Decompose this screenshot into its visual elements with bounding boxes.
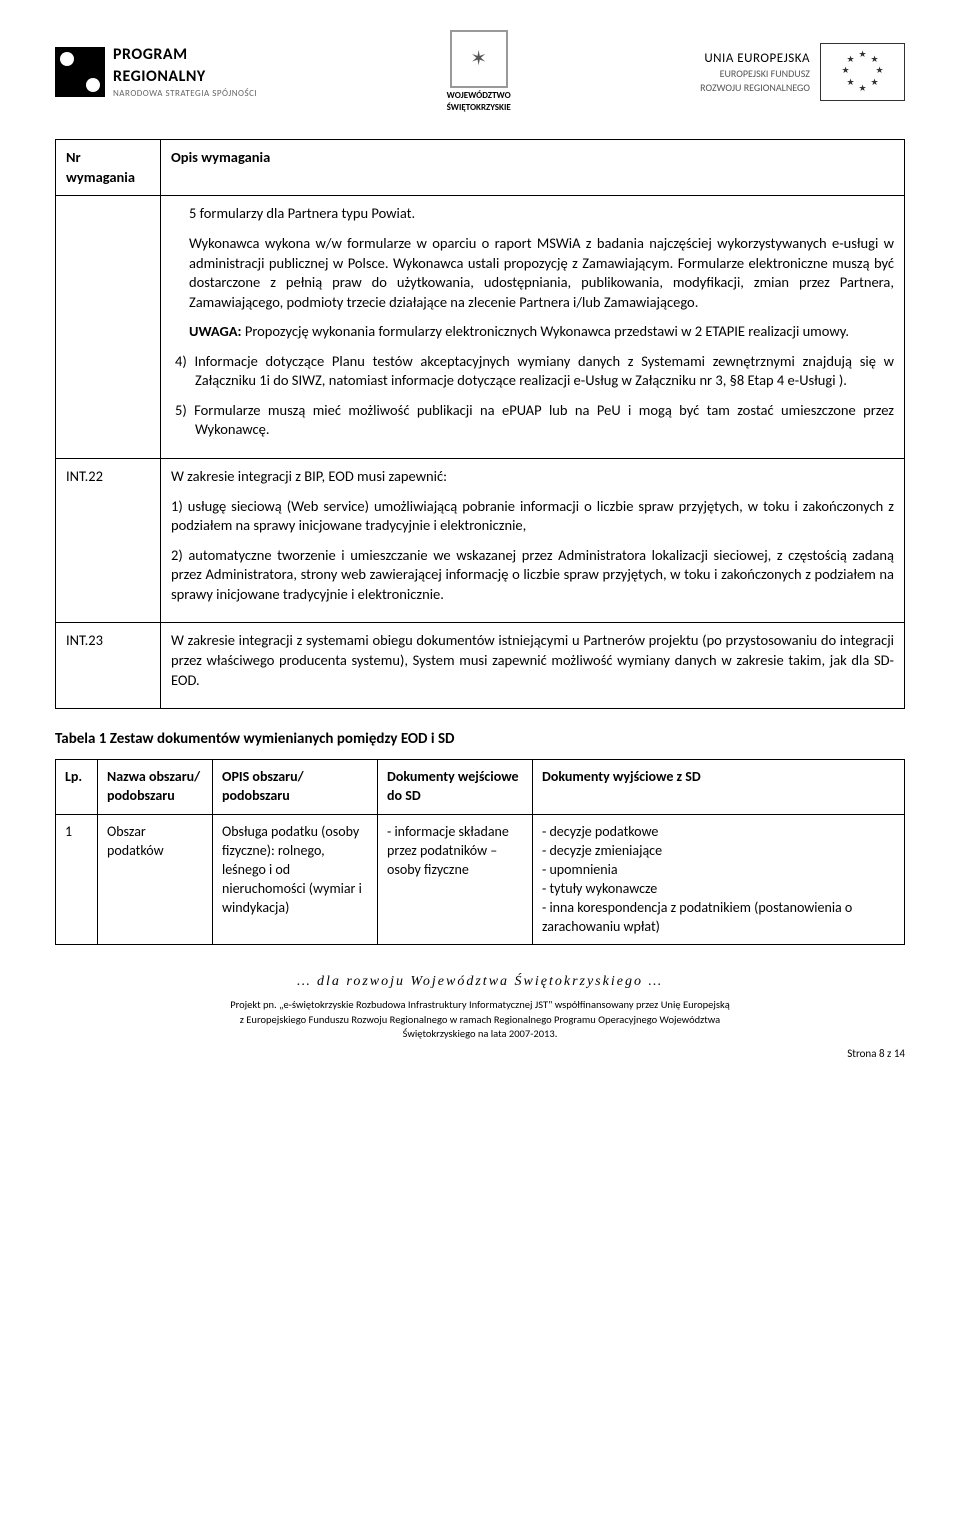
logo-right-line3: ROZWOJU REGIONALNEGO — [700, 81, 810, 95]
page-footer: … dla rozwoju Województwa Świętokrzyskie… — [55, 973, 905, 1040]
wojewodztwo-crest-icon: ✶ — [450, 30, 508, 88]
paragraph: 5 formularzy dla Partnera typu Powiat. — [171, 204, 894, 224]
logo-right-line2: EUROPEJSKI FUNDUSZ — [700, 67, 810, 81]
logo-left-line1: PROGRAM — [113, 44, 257, 66]
doc-table-header-row: Lp. Nazwa obszaru/ podobszaru OPIS obsza… — [56, 760, 905, 815]
program-regionalny-icon — [55, 47, 105, 97]
cell-wyjsciowe: - decyzje podatkowe- decyzje zmieniające… — [533, 815, 905, 945]
paragraph: 2) automatyczne tworzenie i umieszczanie… — [171, 546, 894, 605]
paragraph: 1) usługę sieciową (Web service) umożliw… — [171, 497, 894, 536]
cell-nr — [56, 196, 161, 459]
logo-left-line3: NARODOWA STRATEGIA SPÓJNOŚCI — [113, 88, 257, 100]
paragraph: W zakresie integracji z BIP, EOD musi za… — [171, 467, 894, 487]
footer-line2: z Europejskiego Funduszu Rozwoju Regiona… — [55, 1013, 905, 1027]
cell-wejsciowe: - informacje składane przez podatników –… — [378, 815, 533, 945]
list-line: - inna korespondencja z podatnikiem (pos… — [542, 899, 895, 937]
cell-nazwa: Obszar podatków — [98, 815, 213, 945]
logo-program-regionalny: PROGRAM REGIONALNY NARODOWA STRATEGIA SP… — [55, 44, 257, 99]
cell-opis: 5 formularzy dla Partnera typu Powiat. Wy… — [161, 196, 905, 459]
footer-motto: … dla rozwoju Województwa Świętokrzyskie… — [55, 973, 905, 992]
footer-line1: Projekt pn. „e-świętokrzyskie Rozbudowa … — [55, 998, 905, 1012]
cell-nr: INT.23 — [56, 623, 161, 709]
eu-flag-icon: ★ ★ ★ ★ ★ ★ ★ ★ — [820, 43, 905, 101]
list-line: - upomnienia — [542, 861, 895, 880]
paragraph: 4) Informacje dotyczące Planu testów akc… — [171, 352, 894, 391]
logo-center-line1: WOJEWÓDZTWO — [447, 90, 511, 102]
doc-table-row: 1Obszar podatkówObsługa podatku (osoby f… — [56, 815, 905, 945]
paragraph: UWAGA: Propozycję wykonania formularzy e… — [171, 322, 894, 342]
paragraph: W zakresie integracji z systemami obiegu… — [171, 631, 894, 690]
section-title: Tabela 1 Zestaw dokumentów wymienianych … — [55, 729, 905, 749]
header-opis: Opis wymagania — [161, 140, 905, 196]
table-row: 5 formularzy dla Partnera typu Powiat. Wy… — [56, 196, 905, 459]
logo-center-line2: ŚWIĘTOKRZYSKIE — [447, 102, 511, 114]
cell-opis: W zakresie integracji z systemami obiegu… — [161, 623, 905, 709]
page-number: Strona 8 z 14 — [55, 1047, 905, 1062]
paragraph: 5) Formularze muszą mieć możliwość publi… — [171, 401, 894, 440]
doc-th-wyjsciowe: Dokumenty wyjściowe z SD — [533, 760, 905, 815]
paragraph: Wykonawca wykona w/w formularze w oparci… — [171, 234, 894, 312]
header-nr: Nr wymagania — [56, 140, 161, 196]
cell-opis: W zakresie integracji z BIP, EOD musi za… — [161, 459, 905, 623]
cell-opis: Obsługa podatku (osoby fizyczne): rolneg… — [213, 815, 378, 945]
table-row: INT.22 W zakresie integracji z BIP, EOD m… — [56, 459, 905, 623]
logo-left-line2: REGIONALNY — [113, 66, 257, 88]
logo-wojewodztwo: ✶ WOJEWÓDZTWO ŚWIĘTOKRZYSKIE — [447, 30, 511, 114]
program-regionalny-text: PROGRAM REGIONALNY NARODOWA STRATEGIA SP… — [113, 44, 257, 99]
eu-text: UNIA EUROPEJSKA EUROPEJSKI FUNDUSZ ROZWO… — [700, 50, 810, 95]
requirements-table: Nr wymagania Opis wymagania 5 formularzy… — [55, 139, 905, 709]
table-row: INT.23W zakresie integracji z systemami … — [56, 623, 905, 709]
logo-right-line1: UNIA EUROPEJSKA — [700, 50, 810, 68]
doc-th-wejsciowe: Dokumenty wejściowe do SD — [378, 760, 533, 815]
header-logos: PROGRAM REGIONALNY NARODOWA STRATEGIA SP… — [55, 30, 905, 114]
cell-lp: 1 — [56, 815, 98, 945]
logo-eu: UNIA EUROPEJSKA EUROPEJSKI FUNDUSZ ROZWO… — [700, 43, 905, 101]
doc-th-nazwa: Nazwa obszaru/ podobszaru — [98, 760, 213, 815]
cell-nr: INT.22 — [56, 459, 161, 623]
doc-th-opis: OPIS obszaru/ podobszaru — [213, 760, 378, 815]
list-line: - decyzje podatkowe — [542, 823, 895, 842]
footer-line3: Świętokrzyskiego na lata 2007-2013. — [55, 1027, 905, 1041]
list-line: - tytuły wykonawcze — [542, 880, 895, 899]
list-line: - decyzje zmieniające — [542, 842, 895, 861]
doc-th-lp: Lp. — [56, 760, 98, 815]
table-header-row: Nr wymagania Opis wymagania — [56, 140, 905, 196]
document-exchange-table: Lp. Nazwa obszaru/ podobszaru OPIS obsza… — [55, 759, 905, 945]
